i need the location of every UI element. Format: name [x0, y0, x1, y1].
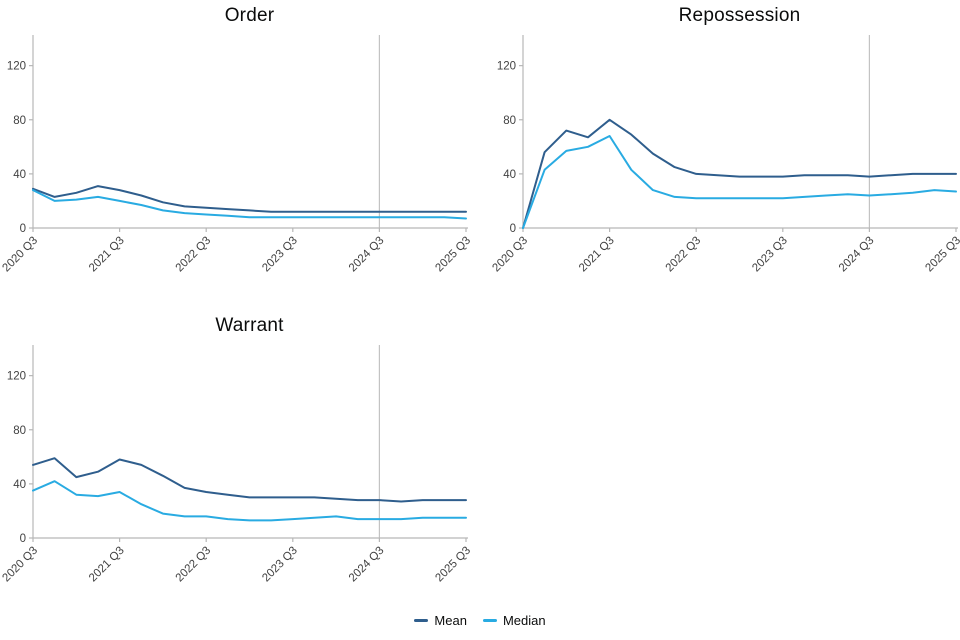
legend-label-median: Median [502, 612, 546, 628]
x-tick-label: 2020 Q3 [0, 235, 40, 275]
x-tick-label: 2022 Q3 [664, 235, 704, 275]
x-tick-label: 2025 Q3 [433, 545, 473, 585]
repossession-chart-plot: 0 40 80 120 2020 Q3 2021 Q3 2022 Q3 2023 Q3 2024… [490, 35, 960, 275]
chart-legend: Mean Median [0, 606, 960, 634]
warrant-chart-plot: 0 40 80 120 2020 Q3 2021 Q3 2022 Q3 2023 Q3 2024… [0, 345, 473, 585]
x-tick-label: 2025 Q3 [433, 235, 473, 275]
y-tick-label: 0 [20, 223, 26, 235]
x-tick-label: 2022 Q3 [174, 235, 214, 275]
y-tick-label: 120 [497, 61, 516, 73]
x-tick-label: 2021 Q3 [577, 235, 617, 275]
median-line [32, 480, 467, 522]
x-tick-label: 2024 Q3 [347, 235, 387, 275]
y-tick-label: 40 [503, 169, 516, 181]
mean-line-swatch-icon [414, 618, 429, 622]
x-tick-label: 2021 Q3 [87, 545, 127, 585]
x-tick-label: 2023 Q3 [260, 545, 300, 585]
median-line [522, 135, 957, 229]
warrant-chart-title: Warrant [215, 315, 284, 336]
median-line [32, 189, 467, 220]
x-tick-label: 2023 Q3 [260, 235, 300, 275]
y-tick-label: 80 [13, 115, 26, 127]
order-chart-title: Order [224, 5, 275, 26]
x-tick-label: 2022 Q3 [174, 545, 214, 585]
legend-label-mean: Mean [434, 612, 467, 628]
x-tick-label: 2025 Q3 [923, 235, 960, 275]
y-tick-label: 40 [13, 479, 26, 491]
y-tick-label: 0 [510, 223, 516, 235]
y-tick-label: 40 [13, 169, 26, 181]
order-chart-plot: 0 40 80 120 2020 Q3 2021 Q3 2022 Q3 2023 Q3 2024… [0, 35, 473, 275]
x-tick-label: 2020 Q3 [490, 235, 530, 275]
y-tick-label: 0 [20, 533, 26, 545]
y-tick-label: 80 [13, 425, 26, 437]
x-tick-label: 2023 Q3 [750, 235, 790, 275]
repossession-chart-title: Repossession [678, 5, 801, 26]
mean-line [32, 457, 467, 503]
x-tick-label: 2020 Q3 [0, 545, 40, 585]
warrant-chart: Warrant 0 40 80 120 2020 Q3 2021 Q3 2022 Q3 202… [0, 310, 473, 610]
mean-line [522, 118, 957, 229]
legend-item-median: Median [482, 612, 546, 628]
repossession-chart: Repossession 0 40 80 120 2020 Q3 2021 Q3 2022 … [490, 0, 960, 300]
x-tick-label: 2024 Q3 [837, 235, 877, 275]
legend-item-mean: Mean [414, 613, 467, 628]
median-line-swatch-icon [482, 618, 497, 622]
y-tick-label: 80 [503, 115, 516, 127]
y-tick-label: 120 [7, 61, 26, 73]
x-tick-label: 2021 Q3 [87, 235, 127, 275]
mean-line [32, 185, 467, 213]
x-tick-label: 2024 Q3 [347, 545, 387, 585]
y-tick-label: 120 [7, 371, 26, 383]
order-chart: Order 0 40 80 120 2020 Q3 2021 Q3 2022 Q3 2023 … [0, 0, 473, 300]
